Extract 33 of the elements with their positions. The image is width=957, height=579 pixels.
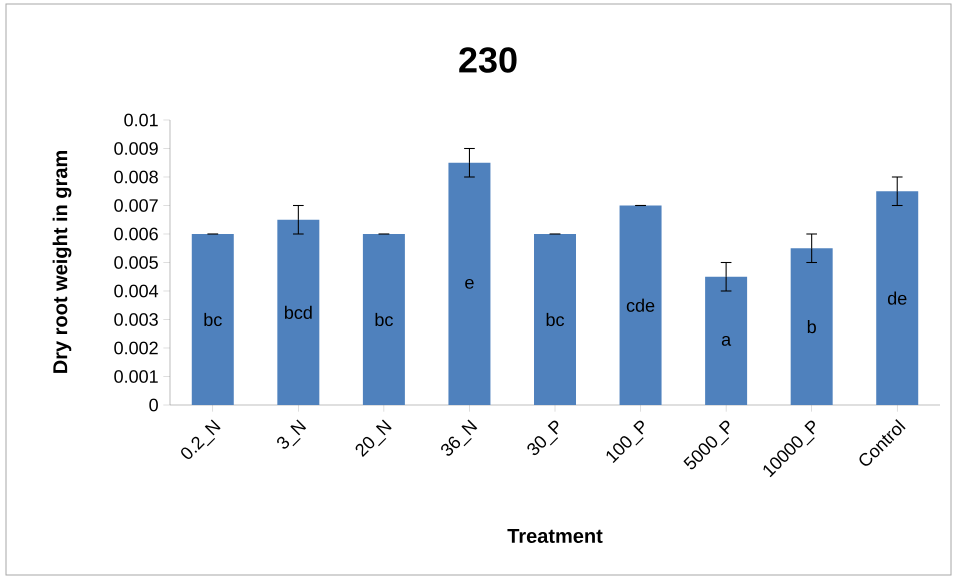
y-tick-label: 0.004 xyxy=(114,284,158,298)
y-tick-label: 0.01 xyxy=(124,114,158,126)
bar xyxy=(192,234,234,405)
y-tick-label: 0.008 xyxy=(114,170,158,184)
bar xyxy=(620,205,662,405)
y-tick-label: 0.007 xyxy=(114,199,158,212)
y-tick-label: 0.003 xyxy=(114,313,158,326)
bar xyxy=(534,234,576,405)
y-tick-label: 0.009 xyxy=(114,142,158,155)
bar xyxy=(705,276,748,405)
annotation: de xyxy=(888,292,906,305)
x-axis-title: Treatment xyxy=(507,529,603,543)
chart-title: 230 xyxy=(459,47,517,73)
y-axis-title: Dry root weight in gram xyxy=(52,151,72,373)
annotation: b xyxy=(808,320,816,334)
annotation: cde xyxy=(626,298,654,312)
y-tick-label: 0.001 xyxy=(114,370,158,383)
annotation: bc xyxy=(204,312,222,326)
annotation: bcd xyxy=(284,306,312,319)
y-tick-label: 0.005 xyxy=(114,256,158,269)
annotation: a xyxy=(722,336,732,346)
y-tick-label: 0 xyxy=(149,398,158,412)
y-tick-label: 0.002 xyxy=(114,342,158,354)
annotation: e xyxy=(465,278,474,289)
bar xyxy=(790,248,833,405)
x-tick-label: 3_N xyxy=(277,419,306,449)
y-tick-label: 0.006 xyxy=(114,228,158,240)
bar xyxy=(448,162,490,405)
bar xyxy=(876,191,918,405)
bar xyxy=(277,220,320,405)
annotation: bc xyxy=(376,312,393,326)
annotation: bc xyxy=(546,312,564,326)
bar xyxy=(362,234,405,405)
